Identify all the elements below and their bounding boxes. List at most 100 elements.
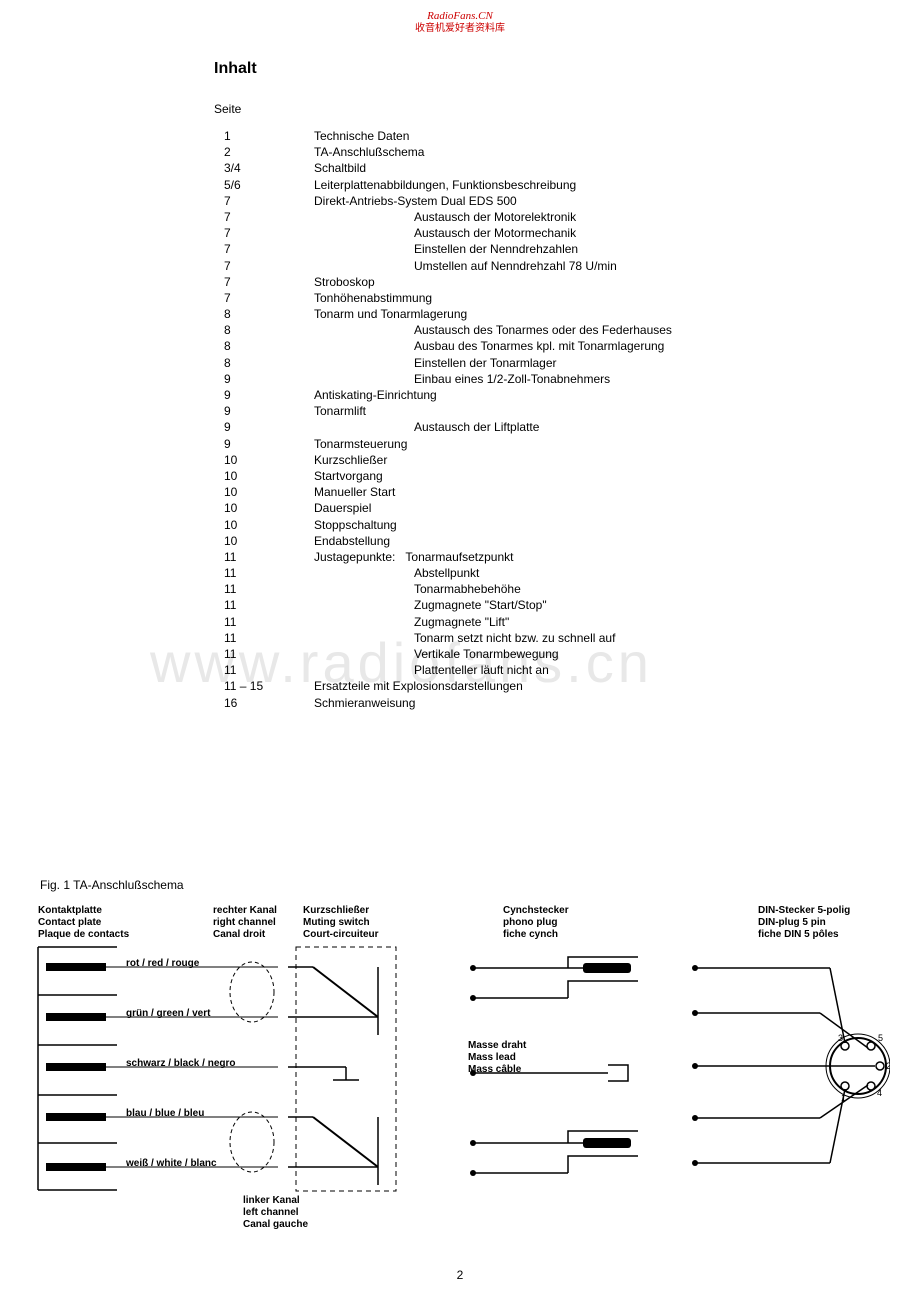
toc-row: 10Endabstellung — [214, 533, 854, 549]
color-weiss: weiß / white / blanc — [126, 1158, 217, 1169]
toc-page: 11 — [214, 646, 314, 662]
toc-row: 7Einstellen der Nenndrehzahlen — [214, 241, 854, 257]
toc-text: Austausch der Motormechanik — [314, 225, 854, 241]
toc-page: 10 — [214, 500, 314, 516]
toc-row: 10Dauerspiel — [214, 500, 854, 516]
toc-text: Austausch der Motorelektronik — [314, 209, 854, 225]
toc-text: Manueller Start — [314, 484, 854, 500]
toc-text: Tonarmsteuerung — [314, 436, 854, 452]
toc-row: 9Antiskating-Einrichtung — [214, 387, 854, 403]
toc-text: Ersatzteile mit Explosionsdarstellungen — [314, 678, 854, 694]
toc-page: 8 — [214, 306, 314, 322]
toc-row: 10Stoppschaltung — [214, 517, 854, 533]
toc-text: Austausch der Liftplatte — [314, 419, 854, 435]
toc-page: 9 — [214, 371, 314, 387]
toc-page: 11 — [214, 630, 314, 646]
toc-text: Stoppschaltung — [314, 517, 854, 533]
toc-page: 2 — [214, 144, 314, 160]
svg-text:4: 4 — [877, 1088, 882, 1098]
watermark-line1: RadioFans.CN — [415, 10, 505, 23]
toc-text: Tonarmabhebehöhe — [314, 581, 854, 597]
toc-text: Tonarm setzt nicht bzw. zu schnell auf — [314, 630, 854, 646]
svg-text:1: 1 — [841, 1093, 846, 1103]
toc-page: 11 – 15 — [214, 678, 314, 694]
toc-text: Umstellen auf Nenndrehzahl 78 U/min — [314, 258, 854, 274]
toc-row: 11Vertikale Tonarmbewegung — [214, 646, 854, 662]
svg-text:2: 2 — [886, 1061, 890, 1071]
figure-caption: Fig. 1 TA-Anschlußschema — [40, 878, 184, 892]
toc-row: 11Zugmagnete "Lift" — [214, 614, 854, 630]
toc-row: 8Austausch des Tonarmes oder des Federha… — [214, 322, 854, 338]
seite-label: Seite — [214, 102, 854, 116]
toc-page: 7 — [214, 209, 314, 225]
toc-row: 10Manueller Start — [214, 484, 854, 500]
toc-page: 1 — [214, 128, 314, 144]
toc-page: 10 — [214, 517, 314, 533]
toc-text: Antiskating-Einrichtung — [314, 387, 854, 403]
toc-page: 10 — [214, 484, 314, 500]
toc-page: 9 — [214, 387, 314, 403]
toc-page: 3/4 — [214, 160, 314, 176]
toc-row: 8Tonarm und Tonarmlagerung — [214, 306, 854, 322]
color-schwarz: schwarz / black / negro — [126, 1058, 235, 1069]
toc-row: 7Tonhöhenabstimmung — [214, 290, 854, 306]
toc-text: Leiterplattenabbildungen, Funktionsbesch… — [314, 177, 854, 193]
page-title: Inhalt — [214, 60, 854, 78]
toc-text: Endabstellung — [314, 533, 854, 549]
toc-page: 8 — [214, 355, 314, 371]
toc-text: Schaltbild — [314, 160, 854, 176]
toc-page: 16 — [214, 695, 314, 711]
toc-page: 11 — [214, 549, 314, 565]
toc-page: 7 — [214, 241, 314, 257]
toc-row: 9Austausch der Liftplatte — [214, 419, 854, 435]
toc-row: 7Stroboskop — [214, 274, 854, 290]
color-blau: blau / blue / bleu — [126, 1108, 204, 1119]
label-linker-kanal: linker Kanal left channel Canal gauche — [243, 1195, 308, 1231]
toc-row: 3/4Schaltbild — [214, 160, 854, 176]
toc-row: 11 – 15Ersatzteile mit Explosionsdarstel… — [214, 678, 854, 694]
toc-row: 7Austausch der Motorelektronik — [214, 209, 854, 225]
toc-row: 2TA-Anschlußschema — [214, 144, 854, 160]
toc-text: Ausbau des Tonarmes kpl. mit Tonarmlager… — [314, 338, 854, 354]
din-plug-svg: 3 5 2 4 1 — [690, 953, 890, 1183]
toc-page: 7 — [214, 274, 314, 290]
toc-row: 7Direkt-Antriebs-System Dual EDS 500 — [214, 193, 854, 209]
toc-text: Tonhöhenabstimmung — [314, 290, 854, 306]
toc-page: 11 — [214, 565, 314, 581]
svg-text:5: 5 — [878, 1033, 883, 1043]
toc-row: 5/6Leiterplattenabbildungen, Funktionsbe… — [214, 177, 854, 193]
toc-row: 8Einstellen der Tonarmlager — [214, 355, 854, 371]
toc-row: 9Tonarmlift — [214, 403, 854, 419]
label-rechter-kanal: rechter Kanal right channel Canal droit — [213, 905, 277, 941]
toc-page: 9 — [214, 403, 314, 419]
toc-row: 11Tonarmabhebehöhe — [214, 581, 854, 597]
toc-page: 10 — [214, 468, 314, 484]
label-din-stecker: DIN-Stecker 5-polig DIN-plug 5 pin fiche… — [758, 905, 850, 941]
toc-row: 10Startvorgang — [214, 468, 854, 484]
toc-row: 16Schmieranweisung — [214, 695, 854, 711]
color-gruen: grün / green / vert — [126, 1008, 210, 1019]
toc-text: Direkt-Antriebs-System Dual EDS 500 — [314, 193, 854, 209]
toc-page: 8 — [214, 322, 314, 338]
toc-text: Einbau eines 1/2-Zoll-Tonabnehmers — [314, 371, 854, 387]
label-cynchstecker: Cynchstecker phono plug fiche cynch — [503, 905, 569, 941]
toc-page: 8 — [214, 338, 314, 354]
toc-row: 9Einbau eines 1/2-Zoll-Tonabnehmers — [214, 371, 854, 387]
toc-text: Einstellen der Nenndrehzahlen — [314, 241, 854, 257]
toc-page: 10 — [214, 533, 314, 549]
toc-text: Einstellen der Tonarmlager — [314, 355, 854, 371]
toc-text: Tonarmlift — [314, 403, 854, 419]
toc-text: Zugmagnete "Lift" — [314, 614, 854, 630]
content-area: Inhalt Seite 1Technische Daten2TA-Anschl… — [214, 60, 854, 711]
toc-text: Austausch des Tonarmes oder des Federhau… — [314, 322, 854, 338]
toc-row: 11Tonarm setzt nicht bzw. zu schnell auf — [214, 630, 854, 646]
toc-row: 1Technische Daten — [214, 128, 854, 144]
label-kontaktplatte: Kontaktplatte Contact plate Plaque de co… — [38, 905, 129, 941]
toc-text: Dauerspiel — [314, 500, 854, 516]
toc-page: 7 — [214, 258, 314, 274]
table-of-contents: 1Technische Daten2TA-Anschlußschema3/4Sc… — [214, 128, 854, 711]
wiring-diagram: Kontaktplatte Contact plate Plaque de co… — [38, 905, 890, 1235]
toc-row: 7Austausch der Motormechanik — [214, 225, 854, 241]
toc-text: Startvorgang — [314, 468, 854, 484]
toc-row: 11Justagepunkte: Tonarmaufsetzpunkt — [214, 549, 854, 565]
